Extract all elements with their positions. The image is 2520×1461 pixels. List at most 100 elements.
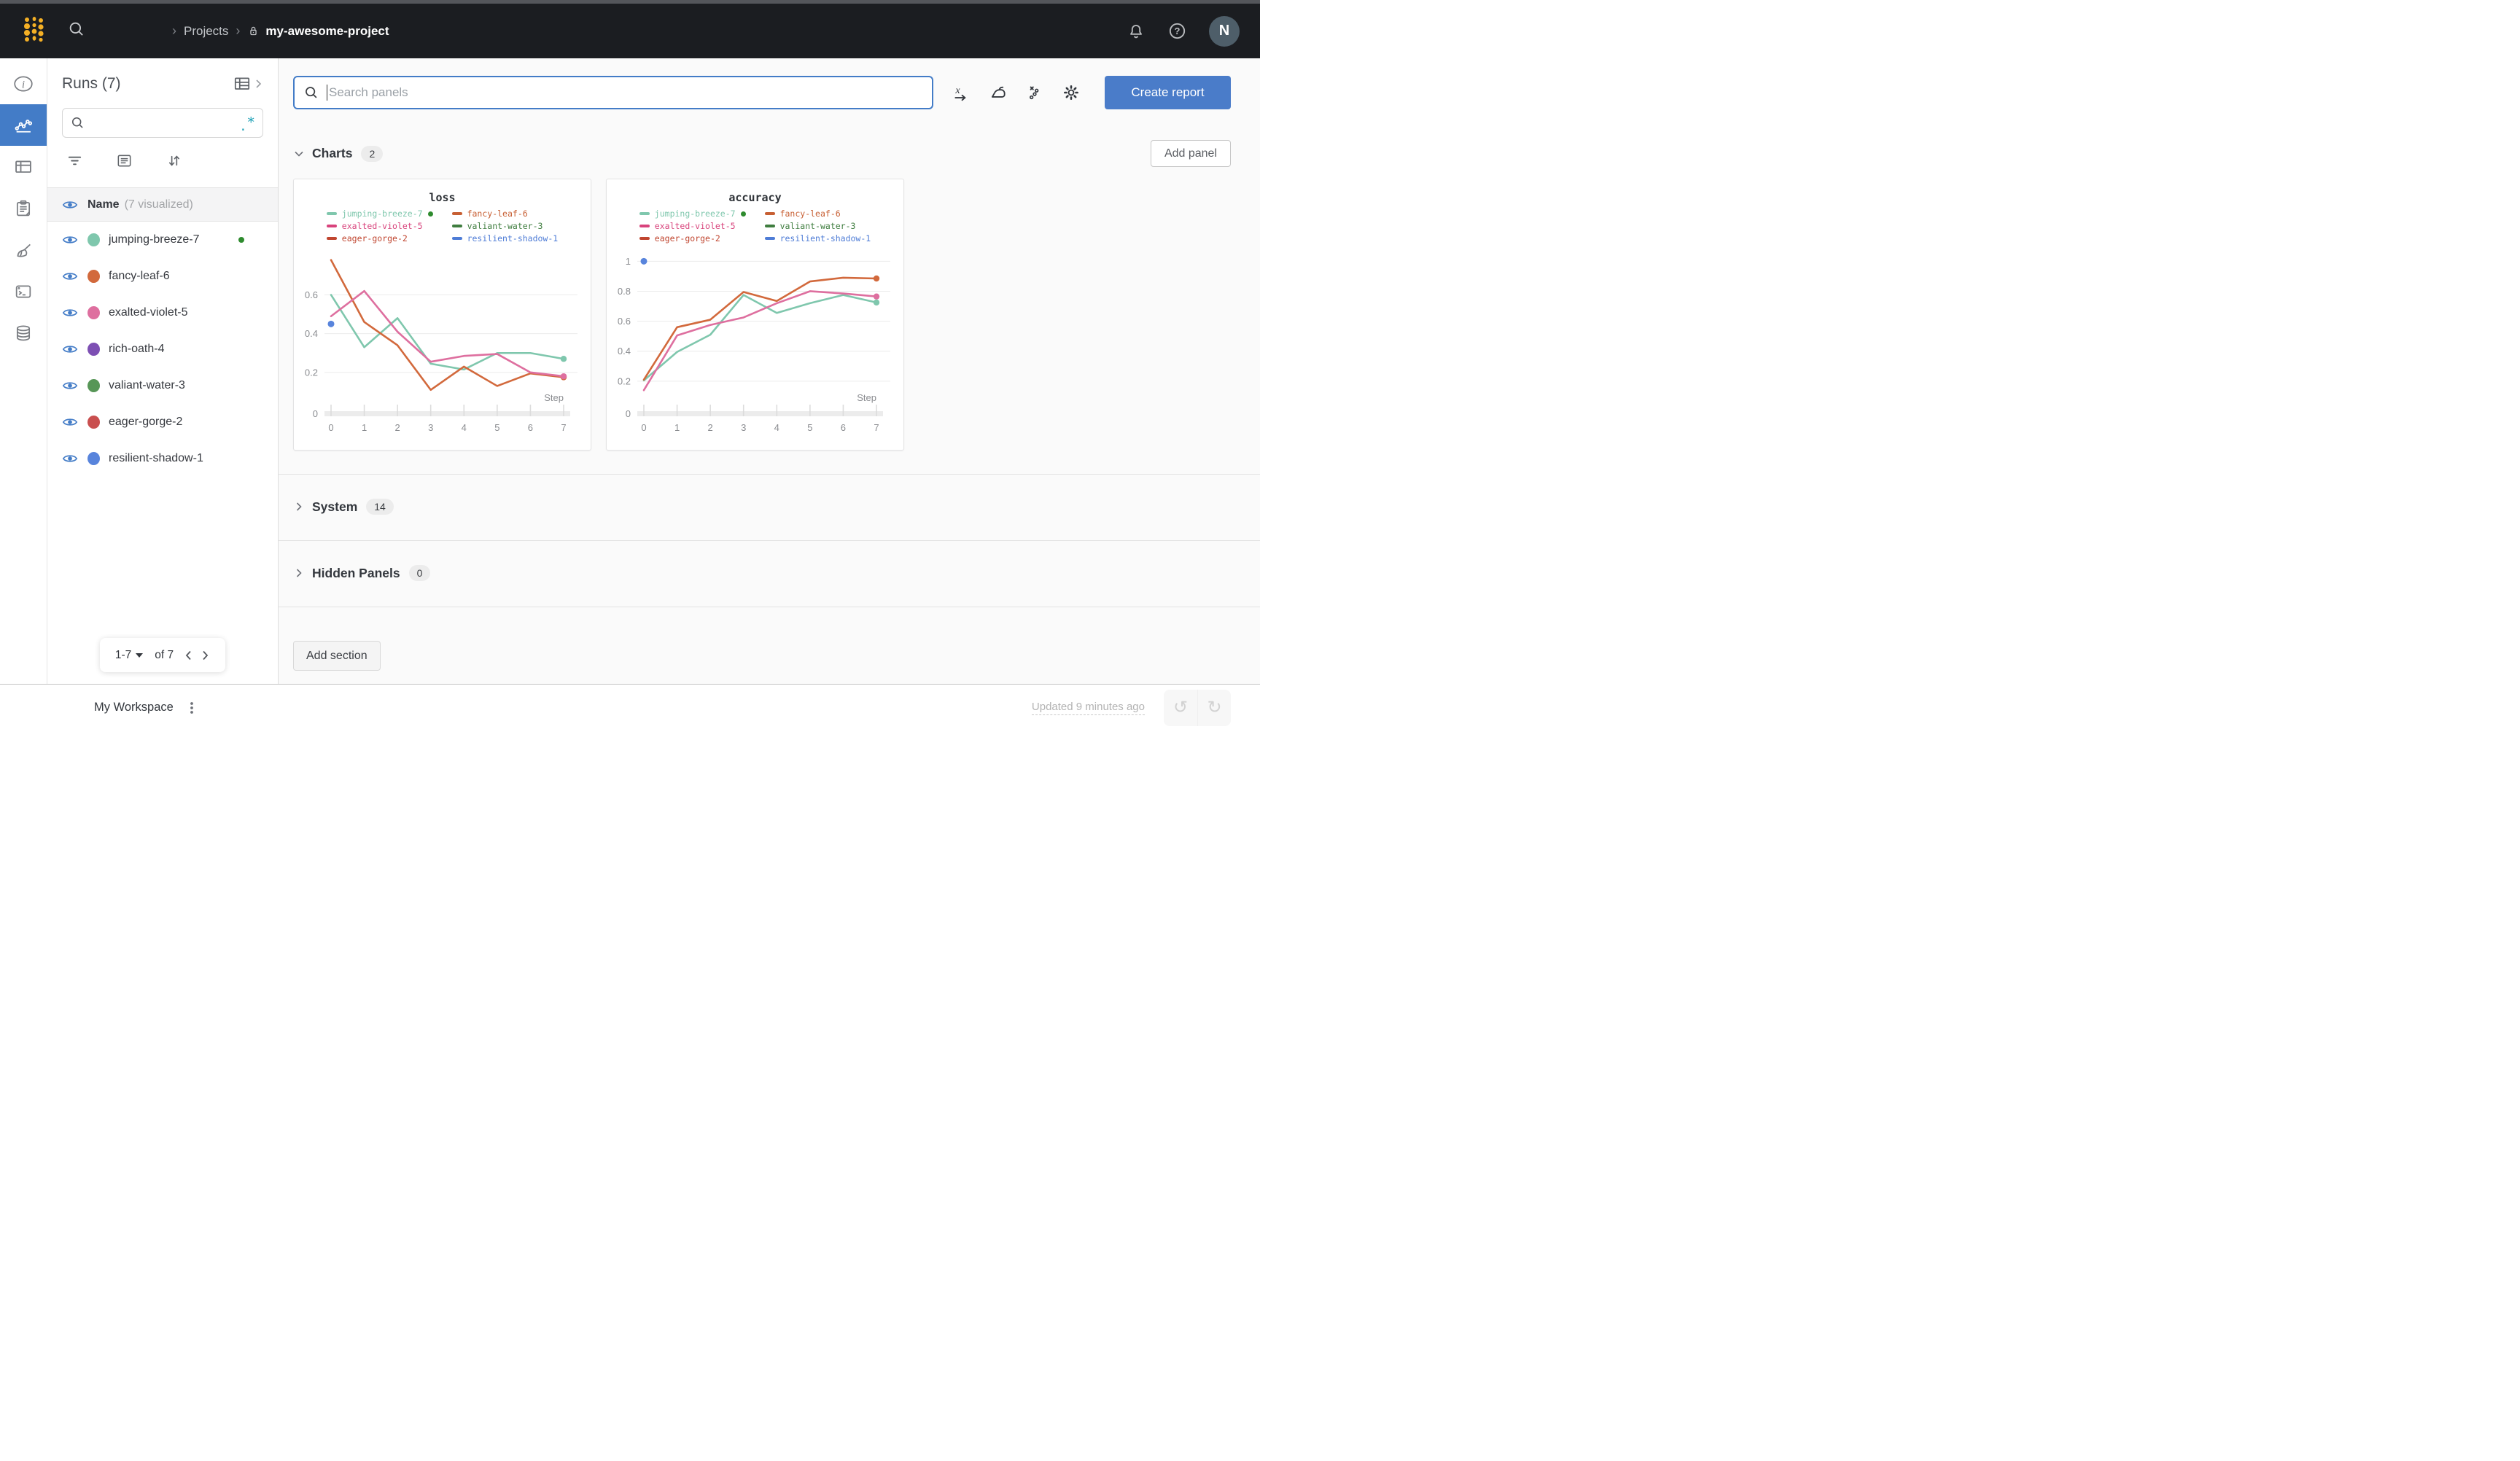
run-row[interactable]: jumping-breeze-7 xyxy=(62,222,263,258)
legend-item: eager-gorge-2 xyxy=(639,233,746,244)
workspace-name[interactable]: My Workspace xyxy=(94,701,174,714)
svg-text:Step: Step xyxy=(857,392,876,403)
legend-item: jumping-breeze-7 xyxy=(639,209,746,219)
global-search-icon[interactable] xyxy=(67,20,86,42)
workspace-menu-kebab-icon[interactable] xyxy=(185,700,198,716)
svg-text:1: 1 xyxy=(362,422,367,433)
app-window: › Projects › my-awesome-project ? xyxy=(0,0,1260,730)
settings-gear-icon[interactable] xyxy=(1062,83,1081,102)
chevron-down-icon[interactable] xyxy=(293,148,305,160)
next-page-button[interactable] xyxy=(201,649,210,662)
runs-list-header[interactable]: Name (7 visualized) xyxy=(47,187,278,222)
panel-search-box[interactable] xyxy=(293,76,933,109)
redo-icon[interactable]: ↻ xyxy=(1197,689,1231,726)
last-updated-label[interactable]: Updated 9 minutes ago xyxy=(1031,701,1145,715)
x-axis-icon[interactable]: x xyxy=(952,83,971,102)
svg-text:2: 2 xyxy=(395,422,400,433)
run-color-dot xyxy=(88,343,100,356)
svg-text:x: x xyxy=(954,85,960,96)
legend-item: fancy-leaf-6 xyxy=(764,209,871,219)
prev-page-button[interactable] xyxy=(184,649,193,662)
panel-card-loss[interactable]: loss jumping-breeze-7 fancy-leaf-6 exalted-… xyxy=(293,179,591,451)
legend-item: exalted-violet-5 xyxy=(639,221,746,231)
rail-item-logs[interactable] xyxy=(0,270,47,312)
breadcrumb-project-name[interactable]: my-awesome-project xyxy=(247,24,389,39)
visibility-eye-icon[interactable] xyxy=(62,270,78,282)
charts-section-header: Charts 2 Add panel xyxy=(293,140,1231,167)
add-section-button[interactable]: Add section xyxy=(293,641,381,671)
info-icon: i xyxy=(12,74,34,93)
panel-card-accuracy[interactable]: accuracy jumping-breeze-7 fancy-leaf-6 exal… xyxy=(606,179,904,451)
search-icon xyxy=(71,117,83,128)
workspace-main: x xyxy=(279,58,1260,684)
workspace-footer: My Workspace Updated 9 minutes ago ↺ ↻ xyxy=(0,684,1260,730)
hidden-panels-section-header[interactable]: Hidden Panels 0 xyxy=(293,563,1231,583)
rail-item-sweeps[interactable] xyxy=(0,229,47,270)
run-row[interactable]: resilient-shadow-1 xyxy=(62,440,263,477)
smoothing-iron-icon[interactable] xyxy=(989,83,1008,102)
runs-panel-title: Runs (7) xyxy=(62,75,121,92)
visibility-eye-icon[interactable] xyxy=(62,453,78,464)
legend-item: valiant-water-3 xyxy=(764,221,871,231)
breadcrumb-projects[interactable]: Projects xyxy=(184,23,229,38)
legend-swatch xyxy=(639,225,650,227)
chevron-right-icon: › xyxy=(236,23,241,38)
svg-text:Step: Step xyxy=(544,392,564,403)
broom-icon xyxy=(13,240,34,260)
visibility-eye-icon[interactable] xyxy=(62,234,78,246)
run-row[interactable]: eager-gorge-2 xyxy=(62,404,263,440)
visibility-eye-icon[interactable] xyxy=(62,380,78,391)
table-expand-icon[interactable] xyxy=(233,74,263,93)
legend-swatch xyxy=(451,212,462,215)
chevron-right-icon[interactable] xyxy=(293,501,305,513)
undo-icon[interactable]: ↺ xyxy=(1172,698,1189,717)
rail-item-jobs[interactable] xyxy=(0,187,47,229)
visibility-eye-icon[interactable] xyxy=(62,199,78,211)
page-range-dropdown[interactable]: 1-7 xyxy=(115,649,144,662)
run-row[interactable]: rich-oath-4 xyxy=(62,331,263,367)
runs-search-input[interactable] xyxy=(91,117,240,129)
outliers-icon[interactable] xyxy=(1025,83,1044,102)
rail-item-table[interactable] xyxy=(0,146,47,187)
chart-title: loss xyxy=(429,191,456,204)
runs-search-box[interactable]: .* xyxy=(62,108,263,138)
visibility-eye-icon[interactable] xyxy=(62,416,78,428)
run-name: jumping-breeze-7 xyxy=(109,233,200,246)
panel-search-input[interactable] xyxy=(329,85,923,100)
undo-redo-group: ↺ ↻ xyxy=(1164,689,1231,726)
legend-item: eager-gorge-2 xyxy=(326,233,433,244)
visibility-eye-icon[interactable] xyxy=(62,307,78,319)
legend-swatch xyxy=(326,225,337,227)
visibility-eye-icon[interactable] xyxy=(62,343,78,355)
add-panel-button[interactable]: Add panel xyxy=(1150,140,1231,167)
runs-list: jumping-breeze-7 fancy-leaf-6 exalted-viol… xyxy=(62,222,263,477)
table-icon xyxy=(13,157,34,177)
wandb-logo[interactable] xyxy=(22,15,45,47)
run-row[interactable]: fancy-leaf-6 xyxy=(62,258,263,295)
chevron-right-icon[interactable] xyxy=(293,567,305,579)
charts-section-label[interactable]: Charts xyxy=(312,146,353,160)
svg-text:0: 0 xyxy=(313,408,318,419)
notifications-bell-icon[interactable] xyxy=(1127,22,1146,41)
run-row[interactable]: valiant-water-3 xyxy=(62,367,263,404)
clipboard-icon xyxy=(13,198,34,219)
user-avatar[interactable]: N xyxy=(1209,15,1240,47)
chart-plot-loss: 0 0.2 0.4 0.6 0 1 2 3 4 5 6 7 Step xyxy=(305,259,578,433)
run-name: fancy-leaf-6 xyxy=(109,270,170,282)
filter-icon[interactable] xyxy=(66,152,83,173)
regex-icon[interactable]: .* xyxy=(239,114,255,134)
legend-swatch xyxy=(326,212,337,215)
rail-item-artifacts[interactable] xyxy=(0,312,47,354)
help-icon[interactable]: ? xyxy=(1167,21,1187,41)
rail-item-workspace[interactable] xyxy=(0,104,47,146)
run-row[interactable]: exalted-violet-5 xyxy=(62,295,263,331)
legend-swatch xyxy=(764,225,775,227)
sort-icon[interactable] xyxy=(166,152,182,173)
notes-icon[interactable] xyxy=(116,152,133,173)
system-section-header[interactable]: System 14 xyxy=(293,496,1231,517)
run-color-dot xyxy=(88,416,100,429)
chart-legend: jumping-breeze-7 fancy-leaf-6 exalted-viol… xyxy=(639,209,871,244)
rail-item-overview[interactable]: i xyxy=(0,63,47,104)
run-color-dot xyxy=(88,452,100,465)
create-report-button[interactable]: Create report xyxy=(1105,76,1231,109)
